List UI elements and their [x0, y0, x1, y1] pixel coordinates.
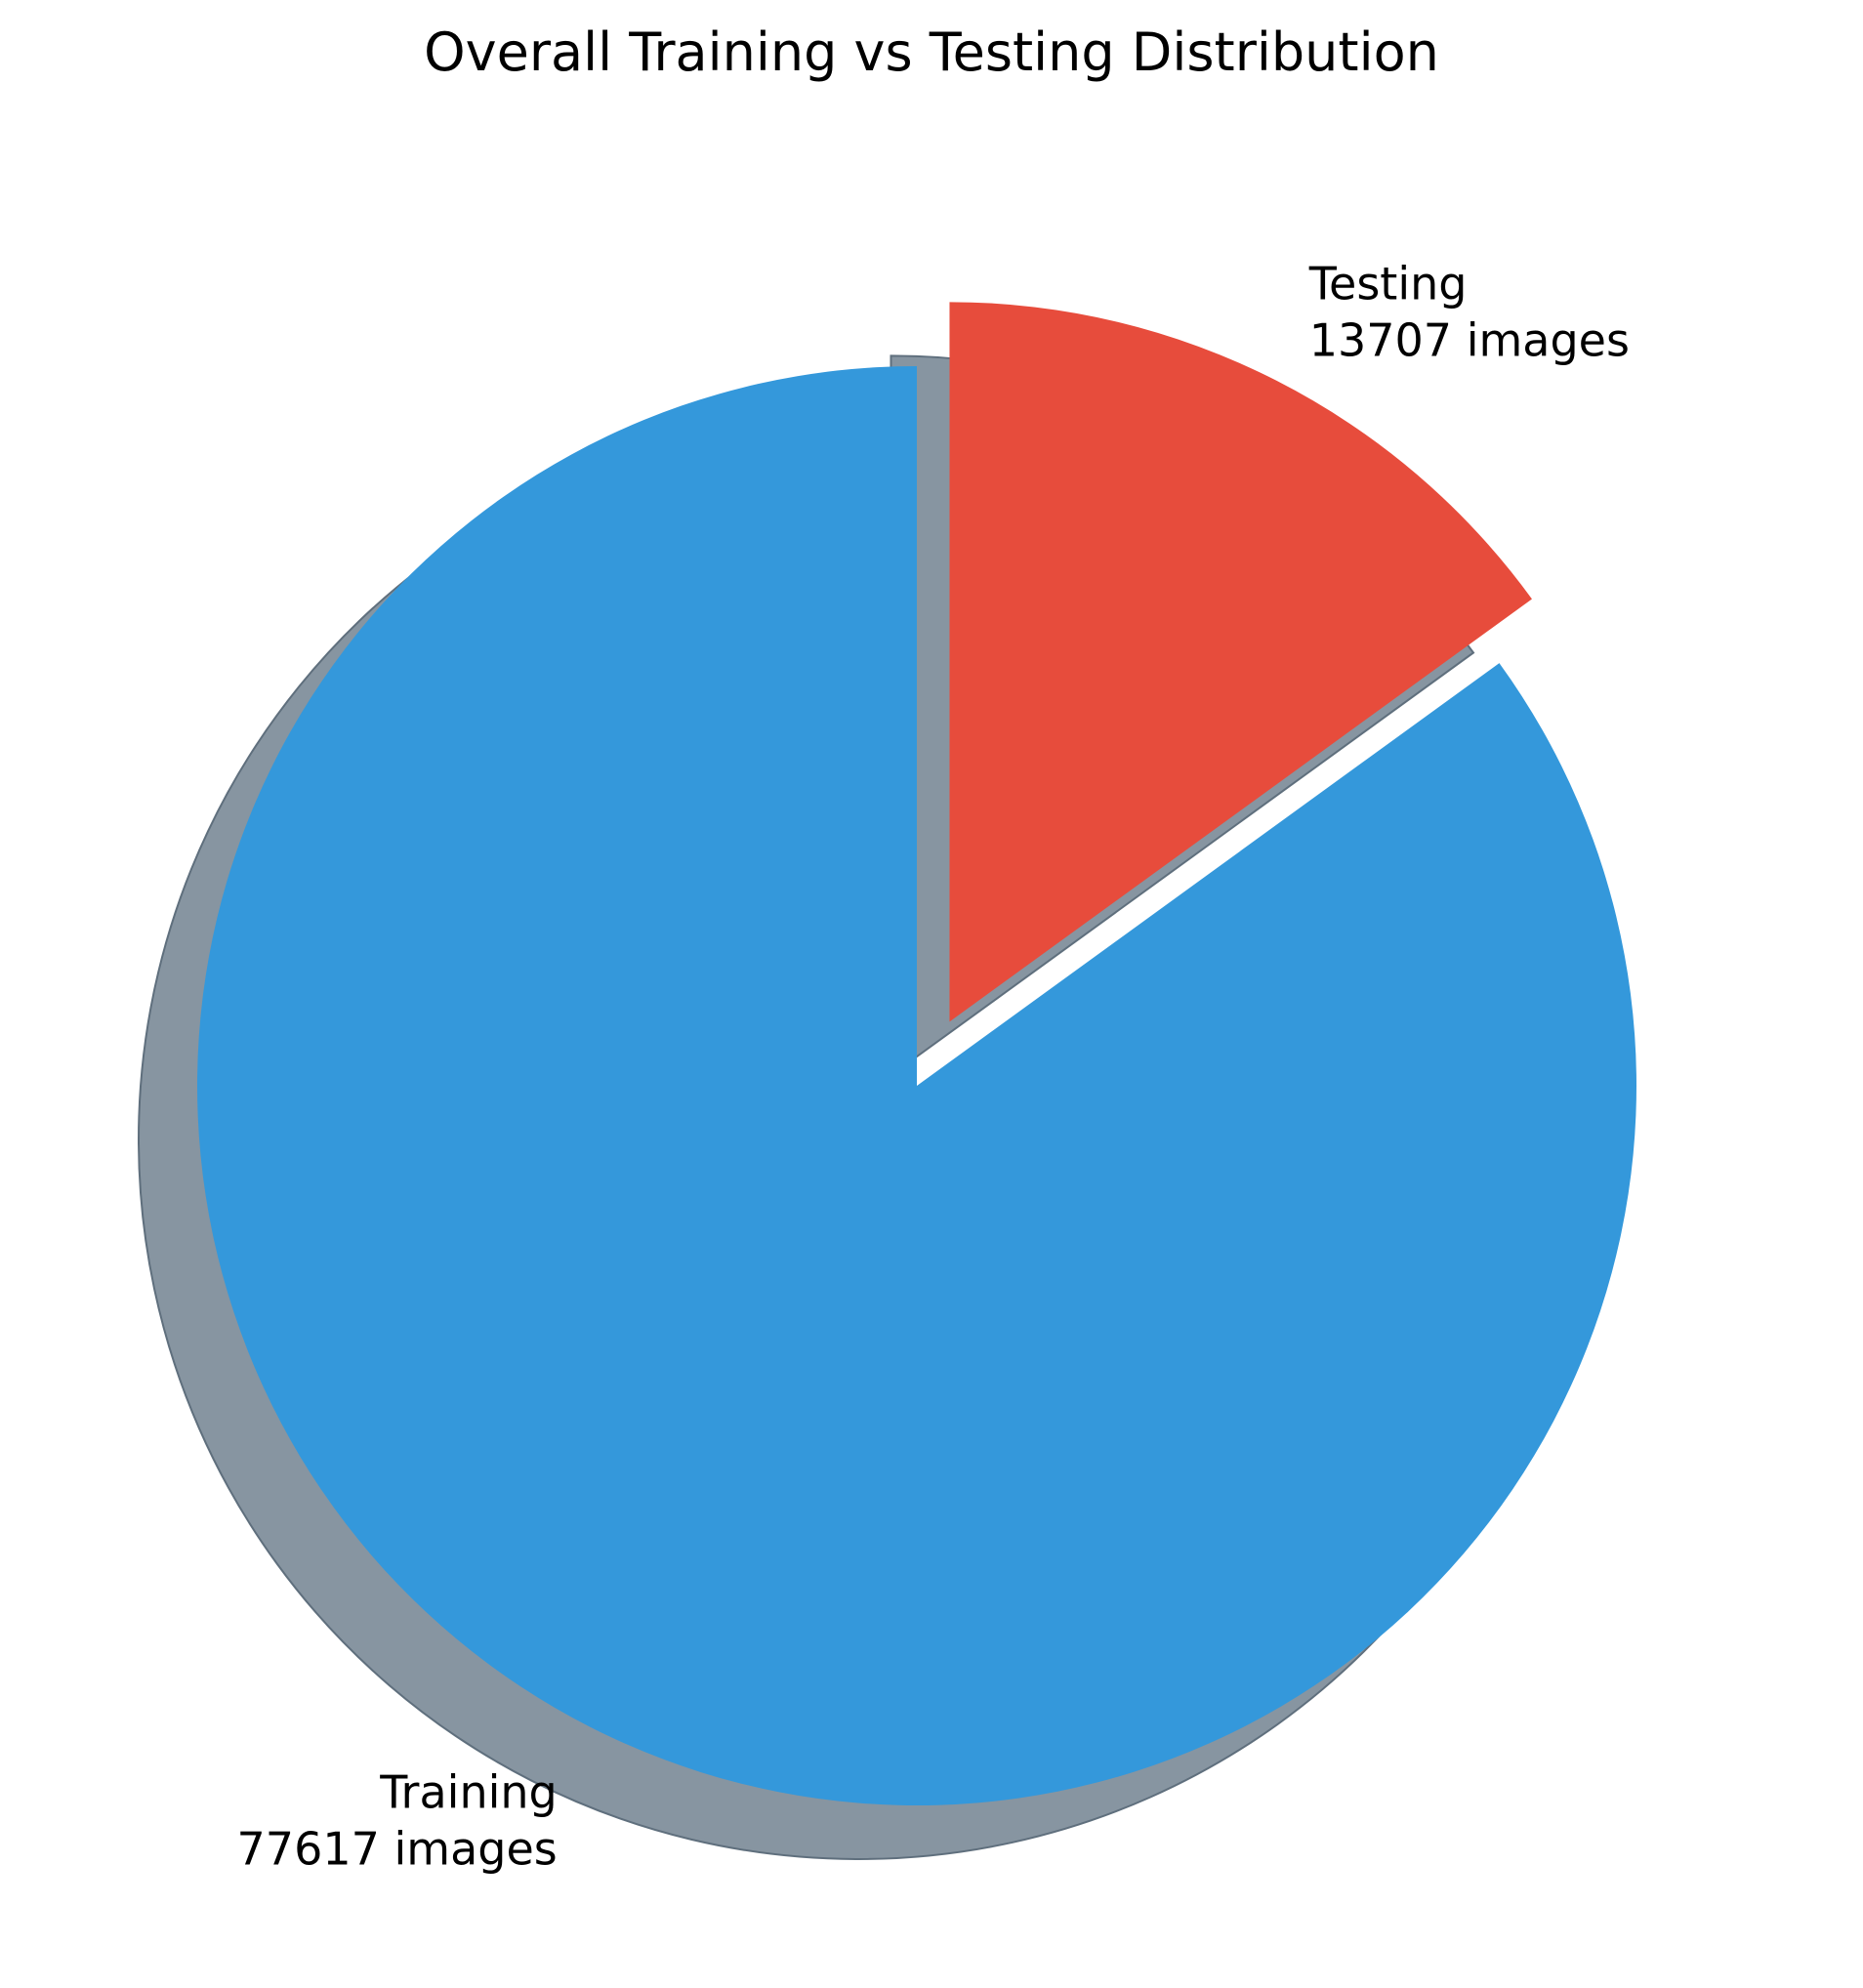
slice-label-name: Testing: [1308, 258, 1468, 311]
slice-label-value: 77617 images: [237, 1823, 558, 1876]
pie-slice-testing: [949, 302, 1532, 1022]
slice-label-name: Training: [379, 1766, 558, 1819]
pie-slice-training: [196, 366, 1636, 1805]
chart-title: Overall Training vs Testing Distribution: [424, 21, 1439, 83]
slice-label-value: 13707 images: [1309, 314, 1630, 367]
pie-slice-layer: [196, 302, 1636, 1805]
